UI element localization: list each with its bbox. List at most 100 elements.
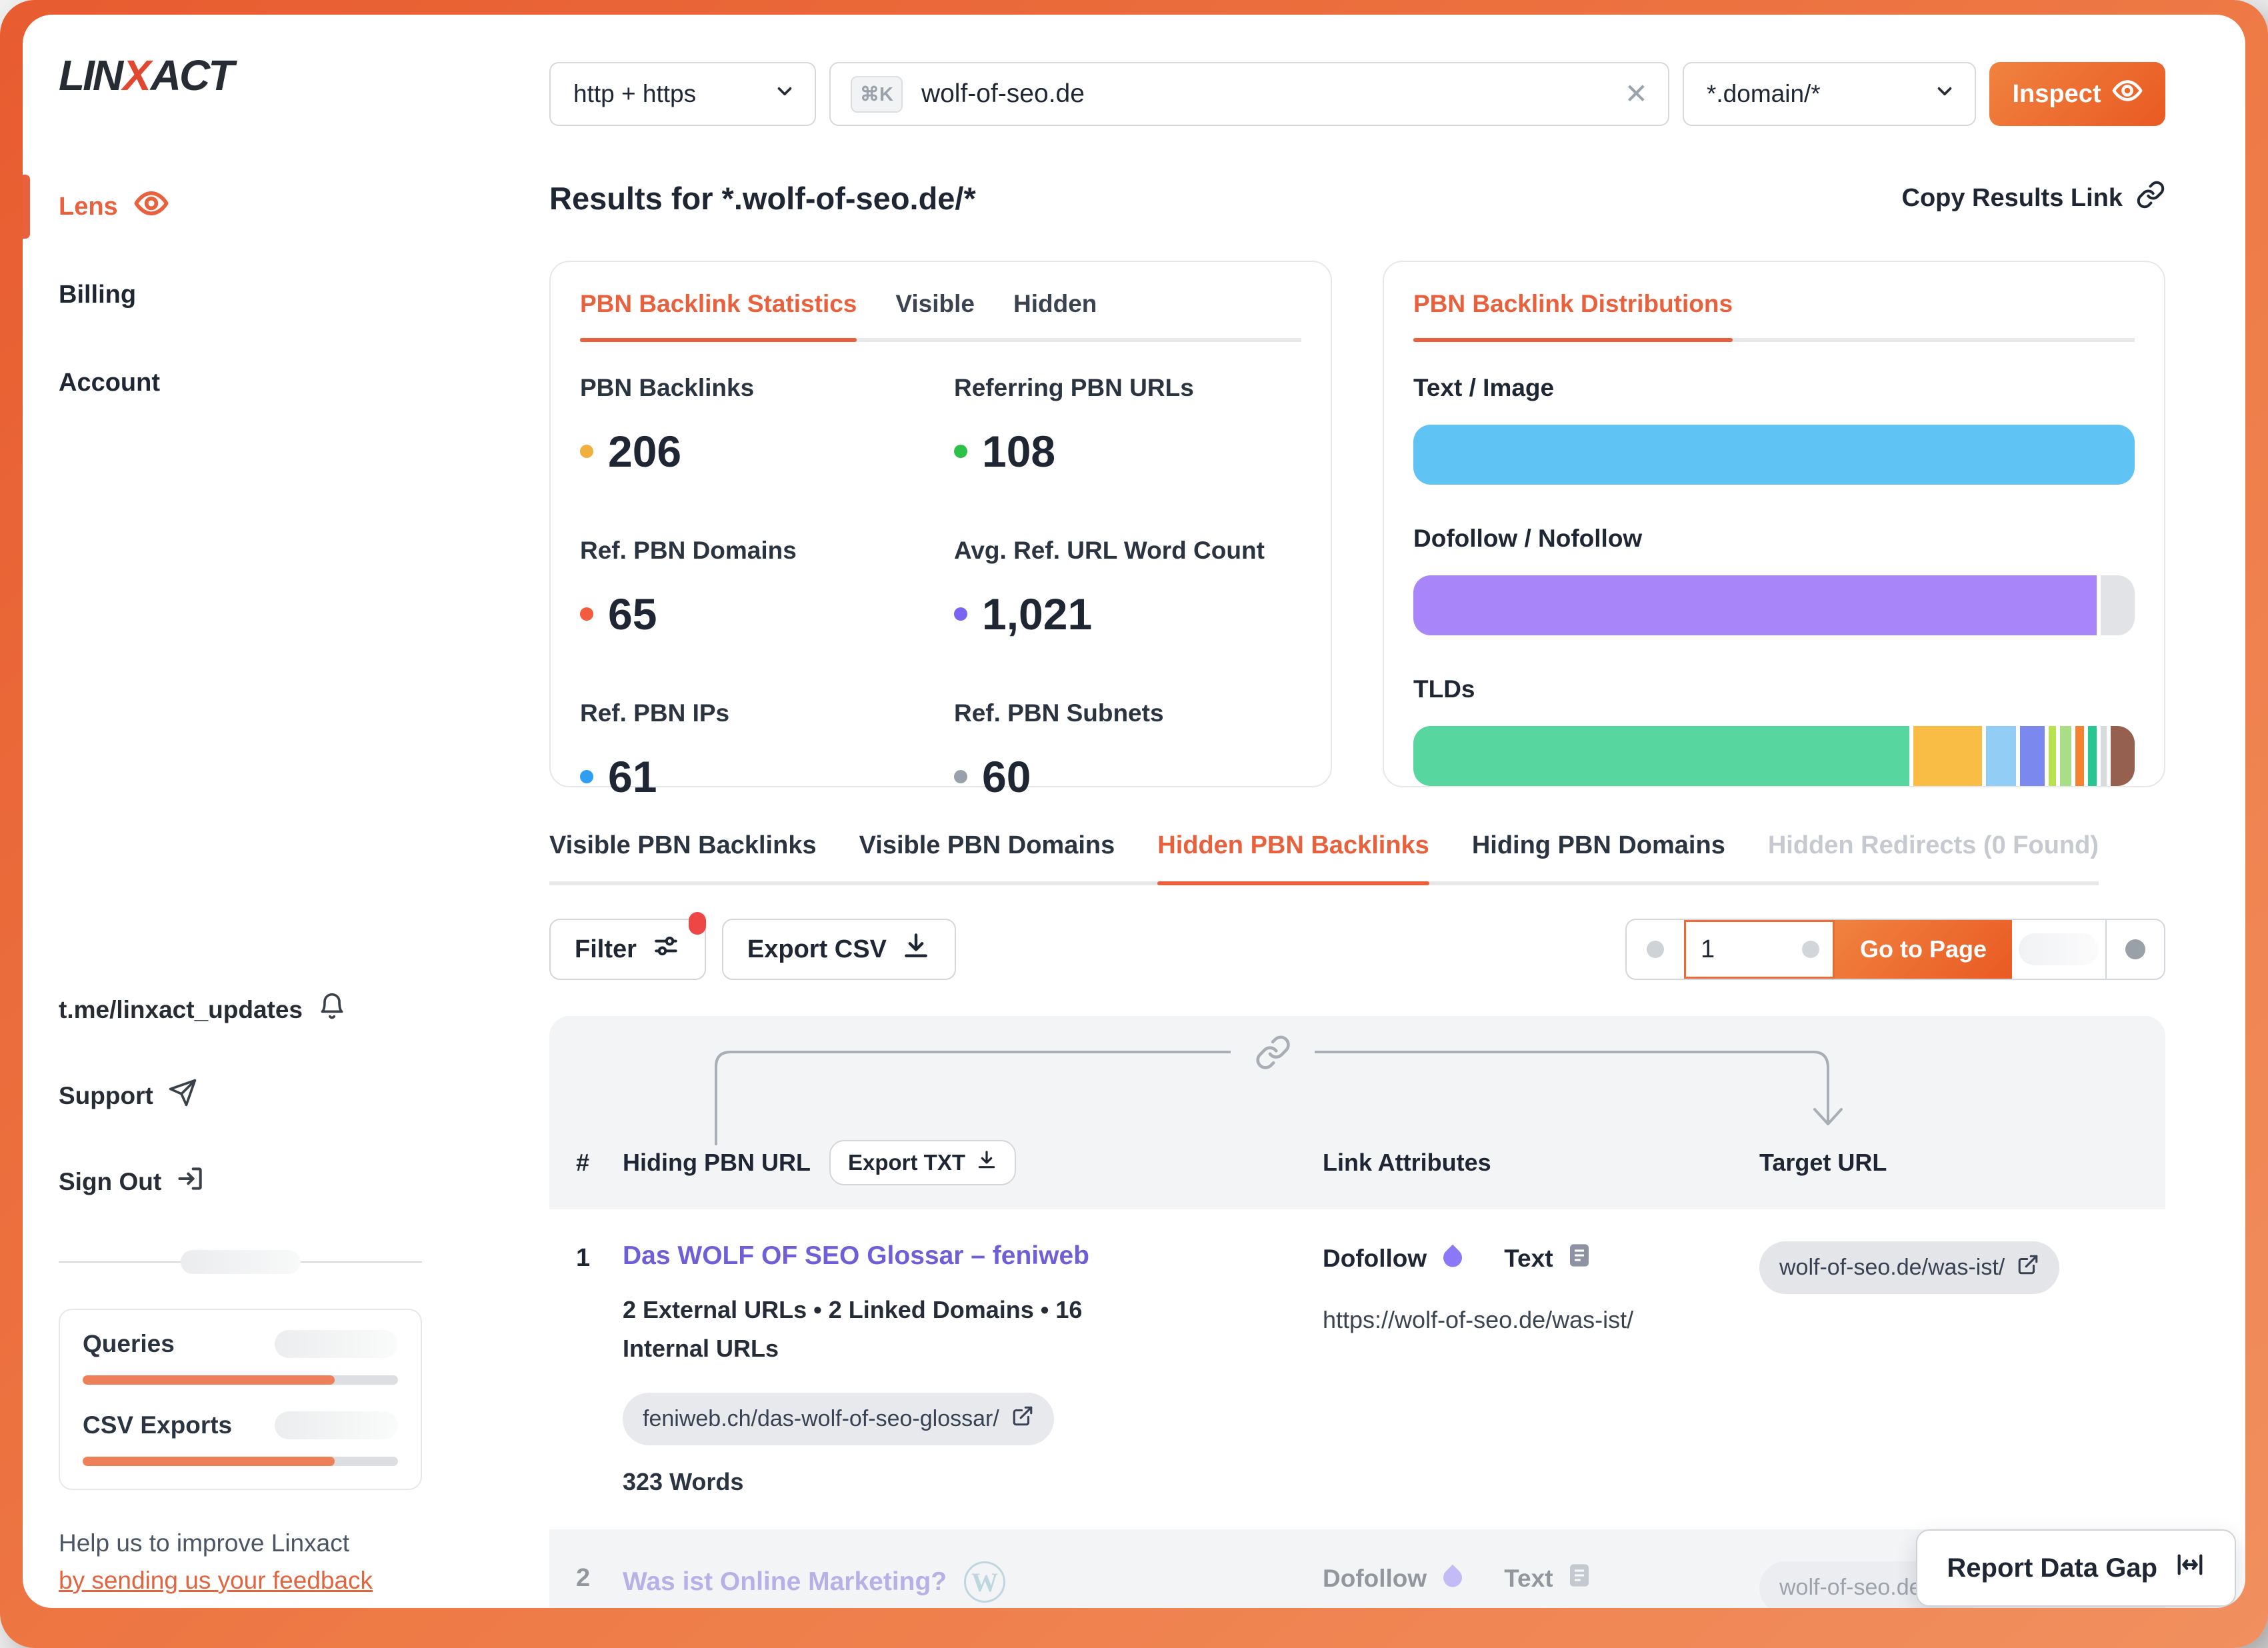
metric-ref-pbn-domains: Ref. PBN Domains 65 bbox=[580, 537, 927, 639]
hiding-page-title-link[interactable]: Was ist Online Marketing? bbox=[623, 1567, 947, 1597]
bar-segment bbox=[1913, 726, 1982, 786]
tab-visible-pbn-backlinks[interactable]: Visible PBN Backlinks bbox=[549, 831, 817, 859]
tab-visible-pbn-domains[interactable]: Visible PBN Domains bbox=[859, 831, 1115, 859]
prev-page-dot-icon bbox=[1647, 941, 1664, 958]
queries-usage-row: Queries bbox=[83, 1330, 398, 1358]
report-data-gap-button[interactable]: Report Data Gap bbox=[1916, 1529, 2236, 1607]
csv-progressbar bbox=[83, 1457, 398, 1466]
pagination: Go to Page bbox=[1625, 919, 2165, 980]
sidebar-nav: Lens Billing Account bbox=[23, 172, 549, 436]
metric-value: 60 bbox=[982, 752, 1031, 801]
document-icon bbox=[1565, 1561, 1593, 1595]
eye-icon bbox=[2112, 75, 2143, 113]
sidebar-item-account[interactable]: Account bbox=[23, 348, 549, 417]
page-number-input[interactable] bbox=[1699, 934, 1762, 965]
chevron-down-icon bbox=[773, 80, 796, 109]
bar-segment bbox=[2100, 726, 2107, 786]
metric-referring-pbn-urls: Referring PBN URLs 108 bbox=[954, 374, 1301, 477]
statistics-metrics-grid: PBN Backlinks 206 Referring PBN URLs 108… bbox=[580, 374, 1301, 802]
domain-search-field[interactable]: ⌘K ✕ bbox=[829, 62, 1669, 126]
hiding-url-cell: Was ist Online Marketing? W 3 External U… bbox=[623, 1561, 1323, 1608]
page-number-field[interactable] bbox=[1684, 920, 1835, 979]
tab-pbn-backlink-statistics[interactable]: PBN Backlink Statistics bbox=[580, 290, 857, 342]
support-link[interactable]: Support bbox=[59, 1078, 422, 1113]
next-page-dot-icon bbox=[2125, 939, 2145, 959]
distributions-card-tabs: PBN Backlink Distributions bbox=[1413, 290, 2135, 342]
url-pattern-value: *.domain/* bbox=[1707, 80, 1821, 107]
inspect-button[interactable]: Inspect bbox=[1989, 62, 2165, 126]
logo-part: ACT bbox=[150, 51, 235, 99]
red-dot-icon bbox=[580, 607, 593, 621]
table-header-row: # Hiding PBN URL Export TXT Link Attribu… bbox=[549, 1016, 2165, 1209]
queries-progress-fill bbox=[83, 1375, 335, 1385]
protocol-select-value: http + https bbox=[573, 80, 697, 107]
feedback-link[interactable]: by sending us your feedback bbox=[59, 1566, 373, 1594]
export-txt-label: Export TXT bbox=[847, 1150, 965, 1175]
col-header-number: # bbox=[576, 1149, 590, 1176]
link-label: Sign Out bbox=[59, 1167, 162, 1195]
protocol-select[interactable]: http + https bbox=[549, 62, 816, 126]
bar-segment bbox=[1413, 575, 2097, 635]
sidebar-item-billing[interactable]: Billing bbox=[23, 260, 549, 329]
metric-label: Avg. Ref. URL Word Count bbox=[954, 537, 1265, 564]
bar-segment bbox=[2075, 726, 2084, 786]
col-header-target-url: Target URL bbox=[1759, 1149, 1887, 1176]
statistics-card-tabs: PBN Backlink Statistics Visible Hidden bbox=[580, 290, 1301, 342]
filter-button[interactable]: Filter bbox=[549, 912, 706, 980]
search-input[interactable] bbox=[919, 79, 1607, 109]
results-header-row: Results for *.wolf-of-seo.de/* Copy Resu… bbox=[549, 177, 2165, 219]
pbn-statistics-card: PBN Backlink Statistics Visible Hidden P… bbox=[549, 261, 1332, 801]
link-icon bbox=[2136, 180, 2165, 216]
table-row: 2 Was ist Online Marketing? W 3 External… bbox=[549, 1529, 2165, 1608]
search-toolbar: http + https ⌘K ✕ *.domain/* Inspect bbox=[549, 62, 2165, 126]
queries-value-blur bbox=[275, 1330, 398, 1358]
prev-page-button[interactable] bbox=[1627, 920, 1684, 979]
clear-search-icon[interactable]: ✕ bbox=[1624, 78, 1648, 109]
metric-label: Ref. PBN Subnets bbox=[954, 699, 1164, 727]
app-window: LINXACT Lens Billing Account t.me/linxac… bbox=[23, 15, 2245, 1608]
tab-pbn-backlink-distributions[interactable]: PBN Backlink Distributions bbox=[1413, 290, 1733, 342]
purple-dot-icon bbox=[954, 607, 967, 621]
col-header-link-attributes: Link Attributes bbox=[1323, 1149, 1491, 1176]
metric-pbn-backlinks: PBN Backlinks 206 bbox=[580, 374, 927, 477]
sign-out-link[interactable]: Sign Out bbox=[59, 1164, 422, 1199]
target-url-pill[interactable]: wolf-of-seo.de/was-ist/ bbox=[1759, 1241, 2060, 1294]
hiding-page-title-link[interactable]: Das WOLF OF SEO Glossar – feniweb bbox=[623, 1241, 1089, 1270]
sidebar-item-lens[interactable]: Lens bbox=[23, 172, 549, 241]
eye-icon bbox=[134, 186, 169, 227]
bar-segment bbox=[1985, 726, 2017, 786]
feedback-block: Help us to improve Linxact by sending us… bbox=[59, 1525, 422, 1599]
tab-visible[interactable]: Visible bbox=[895, 290, 975, 317]
go-to-page-button[interactable]: Go to Page bbox=[1835, 920, 2012, 979]
url-pattern-select[interactable]: *.domain/* bbox=[1683, 62, 1976, 126]
droplet-icon bbox=[1439, 1561, 1467, 1595]
tlds-bar bbox=[1413, 726, 2135, 786]
wordpress-icon: W bbox=[964, 1561, 1006, 1603]
tab-hiding-pbn-domains[interactable]: Hiding PBN Domains bbox=[1471, 831, 1725, 859]
copy-results-link-button[interactable]: Copy Results Link bbox=[1902, 180, 2166, 216]
source-url-pill[interactable]: feniweb.ch/das-wolf-of-seo-glossar/ bbox=[623, 1393, 1054, 1446]
link-label: t.me/linxact_updates bbox=[59, 995, 303, 1023]
export-txt-button[interactable]: Export TXT bbox=[829, 1140, 1016, 1185]
metric-value: 108 bbox=[982, 427, 1056, 476]
metric-value: 1,021 bbox=[982, 589, 1093, 639]
text-image-bar bbox=[1413, 425, 2135, 485]
row-number: 1 bbox=[576, 1244, 591, 1272]
rel-attribute-label: Dofollow bbox=[1323, 1244, 1427, 1272]
tlds-label: TLDs bbox=[1413, 675, 1475, 703]
link-type-label: Text bbox=[1504, 1244, 1553, 1272]
filter-button-label: Filter bbox=[575, 935, 637, 963]
word-count: 323 Words bbox=[623, 1468, 744, 1496]
backlink-href: https://wolf-of-seo.de/was-ist/ bbox=[1323, 1306, 1634, 1333]
app-logo: LINXACT bbox=[59, 51, 235, 100]
link-type-label: Text bbox=[1504, 1564, 1553, 1592]
rel-attribute-label: Dofollow bbox=[1323, 1564, 1427, 1592]
tab-hidden-pbn-backlinks[interactable]: Hidden PBN Backlinks bbox=[1157, 831, 1429, 885]
metric-label: Ref. PBN IPs bbox=[580, 699, 730, 727]
bar-segment bbox=[2020, 726, 2045, 786]
tab-hidden[interactable]: Hidden bbox=[1013, 290, 1097, 317]
next-page-button[interactable] bbox=[2107, 920, 2164, 979]
download-icon bbox=[901, 931, 931, 967]
telegram-updates-link[interactable]: t.me/linxact_updates bbox=[59, 992, 422, 1027]
export-csv-button[interactable]: Export CSV bbox=[721, 919, 956, 980]
